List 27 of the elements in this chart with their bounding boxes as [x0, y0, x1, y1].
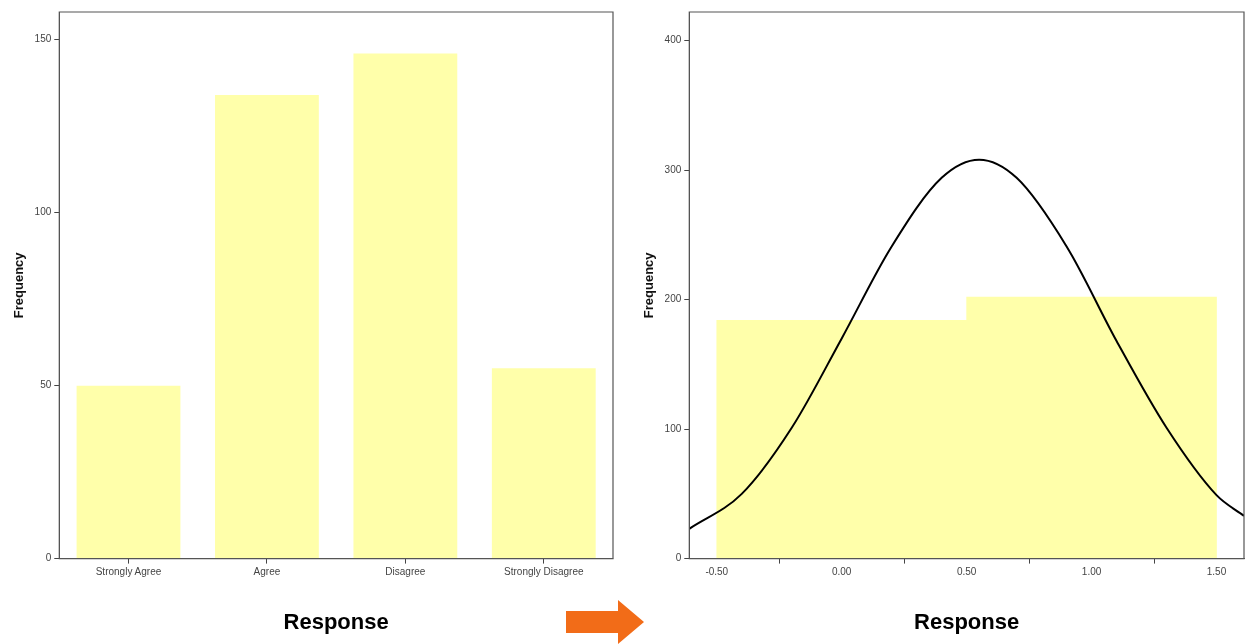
x-tick-label: 1.00	[1081, 566, 1102, 578]
y-tick-label: 100	[34, 206, 52, 218]
bar	[76, 385, 181, 559]
x-tick-label: 0.00	[831, 566, 852, 578]
x-axis-title: Response	[283, 608, 389, 634]
y-tick-label: 150	[34, 33, 52, 45]
x-tick-label: 1.50	[1206, 566, 1227, 578]
x-tick-label: Agree	[253, 566, 281, 578]
x-tick-label: Strongly Agree	[95, 566, 162, 578]
y-tick-label: 300	[664, 163, 682, 175]
x-tick-label: Strongly Disagree	[504, 566, 584, 578]
y-axis-title: Frequency	[11, 251, 27, 319]
y-tick-label: 200	[664, 293, 682, 305]
y-axis-title: Frequency	[641, 251, 657, 319]
x-tick-label: Disagree	[385, 566, 426, 578]
x-tick-label: 0.50	[956, 566, 977, 578]
y-tick-label: 0	[45, 552, 52, 564]
y-tick-label: 100	[664, 422, 682, 434]
y-tick-label: 400	[664, 34, 682, 46]
y-tick-label: 0	[675, 552, 682, 564]
line-series	[689, 158, 1244, 530]
y-tick-label: 50	[40, 379, 52, 391]
bar	[491, 368, 596, 559]
bar	[215, 95, 319, 559]
bar	[353, 53, 458, 559]
x-tick-label: -0.50	[705, 566, 729, 578]
x-axis-title: Response	[914, 608, 1020, 634]
